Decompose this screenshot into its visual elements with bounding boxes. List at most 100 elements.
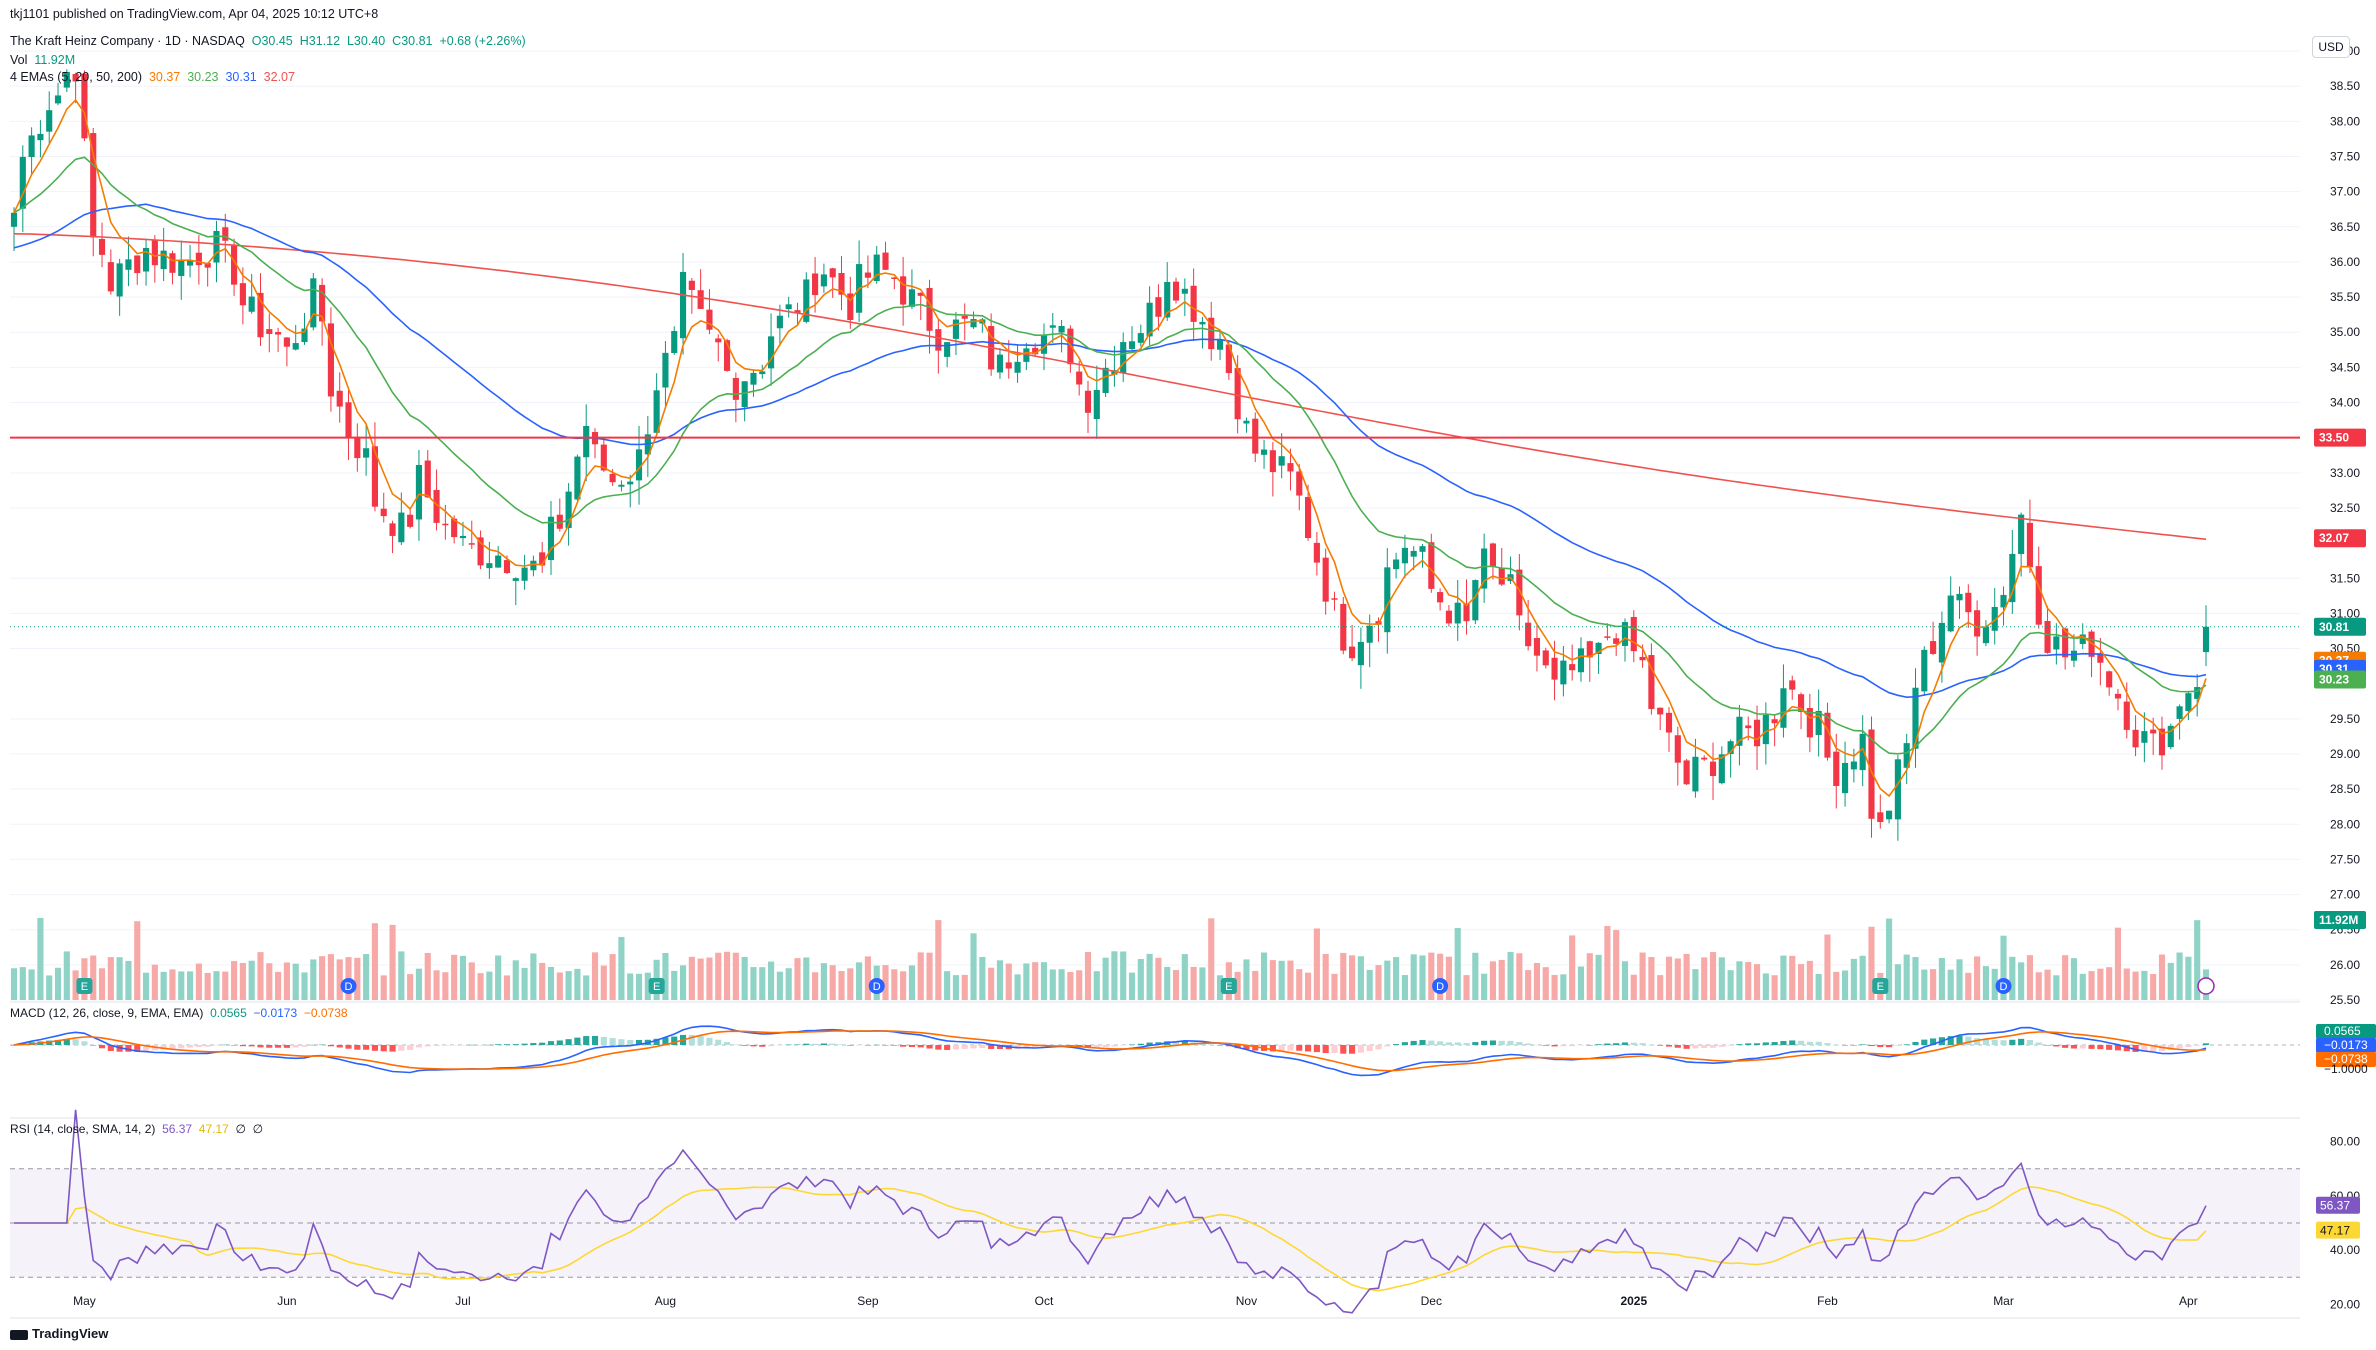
macd-histogram-bar [539,1042,546,1045]
ema5-value: 30.37 [148,70,181,84]
macd-histogram-bar [759,1045,766,1047]
macd-legend[interactable]: MACD (12, 26, close, 9, EMA, EMA) 0.0565… [10,1006,348,1020]
candle-body [1278,456,1285,466]
volume-bar [46,975,53,1000]
macd-histogram-bar [2079,1045,2086,1049]
candle-body [1357,641,1364,666]
macd-histogram-bar [1683,1045,1690,1049]
volume-legend[interactable]: Vol 11.92M [10,53,75,67]
macd-histogram-bar [988,1045,995,1049]
rsi-lower-value: ∅ [252,1122,264,1136]
volume-bar [1102,957,1109,1000]
candle-body [1498,567,1505,585]
macd-histogram-bar [1208,1044,1215,1045]
volume-bar [1287,960,1294,1000]
candle-body [952,319,960,339]
brand[interactable]: TradingView [10,1326,108,1341]
volume-bar [327,954,334,1000]
volume-bar [820,963,827,1000]
time-tick-label: Aug [655,1294,676,1308]
volume-bar [803,957,810,1000]
volume-bar [1058,969,1065,1000]
candle-body [2000,594,2007,608]
macd-histogram-bar [952,1045,960,1050]
volume-bar [72,970,79,1000]
macd-histogram-bar [1366,1045,1373,1051]
high-value: H31.12 [299,34,341,48]
candle-body [1542,650,1549,666]
candle-body [151,239,158,266]
volume-bar [2070,958,2078,1000]
volume-bar [1727,970,1734,1000]
symbol-legend[interactable]: The Kraft Heinz Company · 1D · NASDAQ O3… [10,34,526,48]
macd-histogram-bar [1797,1040,1805,1045]
volume-bar [1586,953,1593,1000]
earnings-marker [1220,978,1237,994]
volume-bar [1454,928,1461,1000]
macd-histogram-bar [1454,1042,1461,1045]
volume-bar [935,920,942,1000]
macd-histogram-bar [2141,1045,2148,1052]
volume-bar [1657,975,1664,1000]
currency-button[interactable]: USD [2312,36,2350,58]
macd-histogram-bar [1639,1043,1646,1045]
candle-body [186,260,194,266]
macd-histogram-bar [1498,1040,1505,1045]
candle-body [1657,707,1664,715]
volume-bar [151,964,158,1000]
candle-body [1560,660,1567,685]
candle-body [398,512,405,543]
candle-body [1164,281,1171,318]
volume-bar [107,957,114,1000]
volume-bar [1023,963,1030,1000]
price-badge [2314,529,2366,548]
candle-body [1709,761,1717,777]
candle-body [2106,671,2113,688]
horizontal-line[interactable] [10,436,2300,628]
volume-bar [1613,930,1620,1000]
candle-body [1401,547,1408,564]
macd-histogram-bar [979,1045,986,1049]
macd-histogram-bar [415,1045,423,1048]
candle-body [891,277,898,280]
candle-body [2070,650,2078,661]
volume-bar [1551,974,1558,1000]
volume-bar [2194,920,2201,1000]
volume-bar [952,975,960,1000]
candle-body [521,567,528,581]
price-tick-label: 38.00 [2330,114,2360,128]
volume-bar [908,965,915,1000]
volume-bar [1789,955,1796,1000]
macd-histogram-bar [363,1045,370,1050]
volume-bar [2132,971,2139,1000]
volume-bar [1428,952,1435,1000]
macd-histogram-bar [327,1045,334,1047]
rsi-legend[interactable]: RSI (14, close, SMA, 14, 2) 56.37 47.17 … [10,1122,263,1136]
macd-histogram-bar [1269,1045,1276,1052]
macd-histogram-bar [345,1045,352,1049]
candle-body [1102,367,1109,393]
published-text: tkj1101 published on TradingView.com, Ap… [10,7,379,21]
volume-bar [1278,960,1285,1000]
candle-body [222,227,229,241]
volume-bar [1472,952,1479,1000]
ema-legend[interactable]: 4 EMAs (5, 20, 50, 200) 30.37 30.23 30.3… [10,70,295,84]
volume-bar [239,962,246,1000]
price-tick-label: 37.00 [2330,185,2360,199]
volume-bar [882,965,889,1000]
candle-body [864,272,871,278]
volume-bar [988,967,995,1000]
candle-body [970,319,977,328]
volume-bar [1921,969,1928,1000]
candle-body [90,133,97,238]
candle-body [1190,285,1197,322]
macd-histogram-bar [1903,1044,1910,1045]
macd-histogram-bar [547,1041,555,1045]
macd-histogram-bar [336,1045,343,1048]
volume-bar [442,972,449,1000]
macd-histogram-bar [1375,1045,1382,1050]
volume-bar [1542,967,1549,1000]
volume-bar [2018,962,2025,1000]
volume-bar [116,957,123,1000]
